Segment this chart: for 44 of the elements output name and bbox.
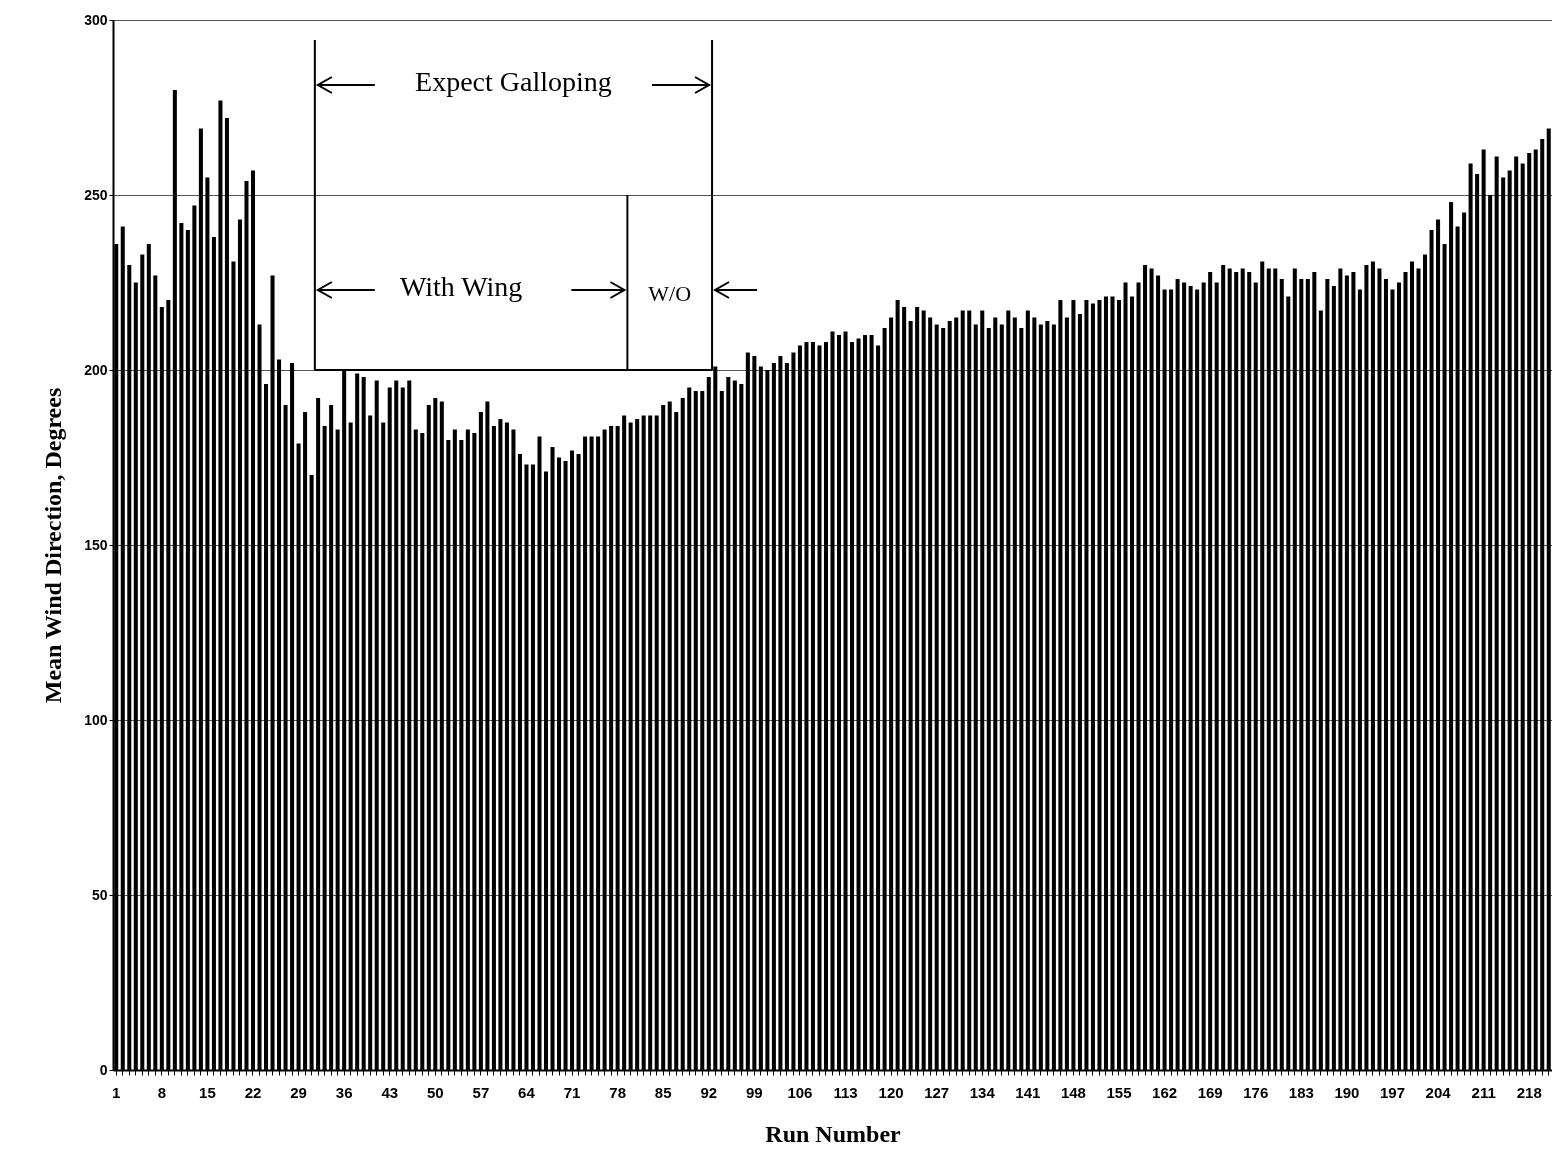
annotation: W/O xyxy=(648,281,692,307)
x-tick-label: 99 xyxy=(746,1083,763,1101)
x-tick-label: 29 xyxy=(290,1083,307,1101)
x-tick-label: 15 xyxy=(199,1083,216,1101)
x-tick-label: 106 xyxy=(787,1083,813,1101)
x-tick-label: 57 xyxy=(472,1083,490,1101)
x-tick-label: 218 xyxy=(1516,1083,1542,1101)
annotation: Expect Galloping xyxy=(415,66,612,98)
y-tick-label: 250 xyxy=(84,186,108,203)
x-tick-label: 78 xyxy=(609,1083,626,1101)
annotation: With Wing xyxy=(399,271,523,303)
y-tick-label: 300 xyxy=(84,11,108,28)
x-tick-label: 162 xyxy=(1152,1083,1178,1101)
x-tick-label: 127 xyxy=(924,1083,950,1101)
x-tick-label: 169 xyxy=(1197,1083,1223,1101)
x-tick-label: 92 xyxy=(700,1083,718,1101)
x-tick-label: 211 xyxy=(1471,1083,1496,1101)
x-tick-label: 113 xyxy=(833,1083,858,1101)
x-tick-label: 141 xyxy=(1015,1083,1041,1101)
x-tick-label: 85 xyxy=(654,1083,672,1101)
x-tick-label: 43 xyxy=(381,1083,399,1101)
x-tick-label: 155 xyxy=(1106,1083,1132,1101)
x-tick-label: 197 xyxy=(1379,1083,1405,1101)
y-tick-label: 150 xyxy=(84,536,108,553)
y-tick-label: 50 xyxy=(91,886,108,903)
x-tick-label: 190 xyxy=(1334,1083,1360,1101)
x-tick-label: 64 xyxy=(518,1083,536,1101)
y-tick-label: 0 xyxy=(99,1061,108,1078)
x-axis-title: Run Number xyxy=(765,1120,902,1147)
x-tick-label: 50 xyxy=(426,1083,444,1101)
y-axis-title: Mean Wind Direction, Degrees xyxy=(40,387,67,704)
x-tick-label: 134 xyxy=(969,1083,996,1101)
x-tick-label: 148 xyxy=(1060,1083,1086,1101)
x-tick-label: 36 xyxy=(335,1083,353,1101)
x-tick-label: 176 xyxy=(1243,1083,1269,1101)
x-tick-label: 204 xyxy=(1425,1083,1452,1101)
x-tick-label: 71 xyxy=(563,1083,581,1101)
x-tick-label: 1 xyxy=(112,1083,121,1101)
x-tick-label: 120 xyxy=(878,1083,904,1101)
x-tick-label: 22 xyxy=(244,1083,262,1101)
y-tick-label: 100 xyxy=(84,711,108,728)
x-tick-label: 8 xyxy=(157,1083,167,1101)
x-tick-label: 183 xyxy=(1288,1083,1314,1101)
y-tick-label: 200 xyxy=(84,361,108,378)
